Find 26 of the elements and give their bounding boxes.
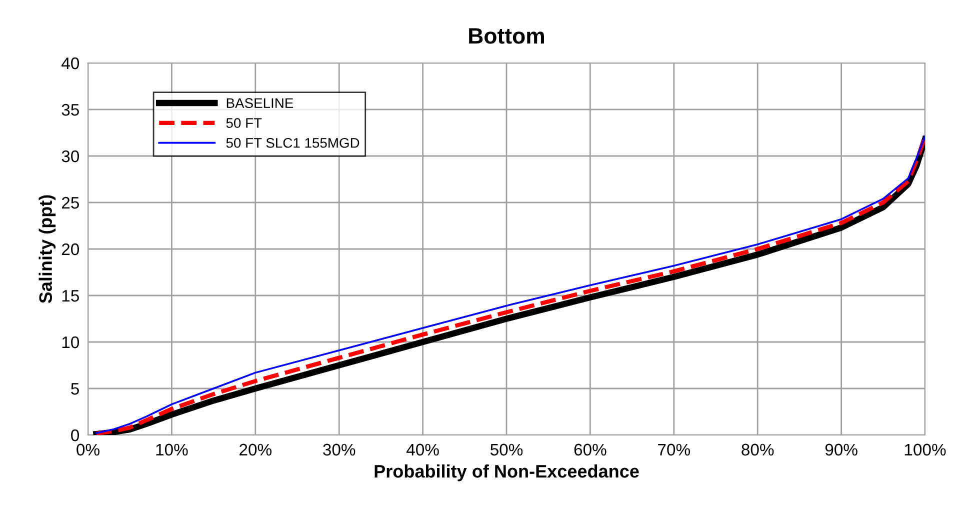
x-axis-title: Probability of Non-Exceedance — [374, 464, 639, 482]
y-axis-title: Salinity (ppt) — [38, 195, 56, 304]
x-tick-label: 60% — [574, 444, 606, 456]
y-tick-label: 20 — [62, 243, 80, 256]
x-tick-label: 20% — [240, 444, 272, 456]
y-tick-label: 15 — [62, 290, 79, 302]
x-tick-label: 0% — [76, 444, 100, 456]
y-tick-label: 30 — [62, 150, 80, 162]
legend-label: 50 FT SLC1 155MGD — [226, 138, 360, 148]
x-tick-label: 40% — [406, 444, 439, 456]
chart-title: Bottom — [469, 28, 544, 44]
x-tick-label: 90% — [825, 444, 858, 456]
y-tick-label: 10 — [62, 336, 80, 348]
x-tick-label: 100% — [904, 444, 946, 456]
y-tick-label: 40 — [62, 57, 80, 70]
y-tick-label: 0 — [71, 429, 80, 442]
x-tick-label: 70% — [658, 444, 690, 456]
x-tick-label: 30% — [323, 444, 356, 456]
x-tick-label: 50% — [490, 444, 523, 456]
y-tick-label: 25 — [62, 196, 79, 209]
legend-label: 50 FT — [226, 118, 262, 128]
y-tick-label: 35 — [62, 104, 79, 116]
y-tick-label: 5 — [71, 383, 79, 395]
x-tick-label: 80% — [742, 444, 774, 456]
legend-label: BASELINE — [226, 98, 294, 108]
x-tick-label: 10% — [156, 444, 188, 456]
